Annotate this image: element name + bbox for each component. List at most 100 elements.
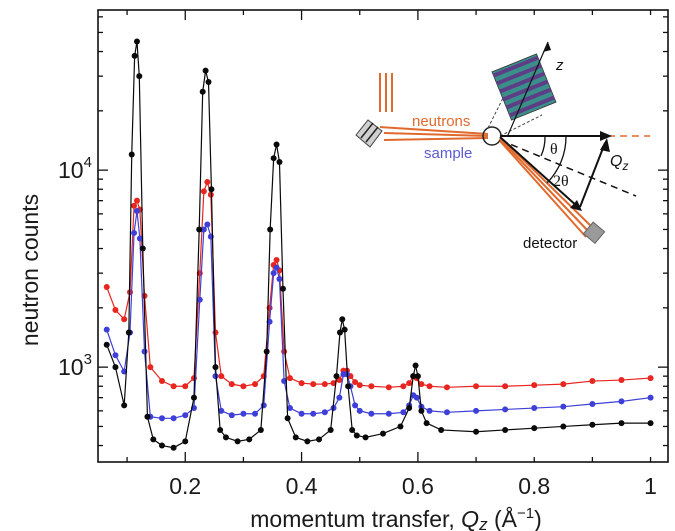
data-point	[647, 394, 654, 401]
data-point	[158, 378, 165, 385]
data-point	[356, 382, 363, 389]
data-point	[218, 407, 225, 414]
data-point	[321, 409, 328, 416]
data-point	[410, 373, 417, 380]
data-point	[182, 412, 189, 419]
data-point	[133, 197, 140, 204]
data-point	[327, 426, 334, 433]
multilayer-stripe	[499, 71, 546, 94]
data-point	[345, 383, 352, 390]
data-point	[217, 426, 224, 433]
data-point	[170, 383, 177, 390]
data-point	[150, 436, 157, 443]
two-theta-label: 2θ	[553, 173, 569, 190]
data-point	[502, 406, 509, 413]
x-tick-labels: 0.2 0.4 0.6 0.8 1	[169, 473, 657, 499]
data-point	[144, 413, 151, 420]
sample-label: sample	[424, 145, 472, 162]
x-tick-label: 1	[644, 473, 657, 499]
data-point	[276, 158, 283, 165]
data-point	[618, 398, 625, 405]
sample-plane	[499, 139, 637, 197]
data-point	[131, 52, 138, 59]
data-point	[286, 375, 293, 382]
data-point	[356, 407, 363, 414]
data-point	[443, 409, 450, 416]
data-point	[273, 141, 280, 148]
data-point	[284, 415, 291, 422]
z-label: z	[555, 57, 564, 74]
data-point	[136, 73, 143, 80]
data-point	[276, 276, 283, 283]
data-point	[218, 373, 225, 380]
data-point	[406, 405, 413, 412]
data-point	[112, 364, 119, 371]
data-point	[158, 442, 165, 449]
data-point	[647, 375, 654, 382]
data-point	[112, 352, 119, 359]
data-point	[234, 438, 241, 445]
data-point	[413, 394, 420, 401]
data-point	[204, 179, 211, 186]
data-point	[438, 426, 445, 433]
data-point	[182, 383, 189, 390]
data-point	[316, 436, 323, 443]
plot-frame	[97, 9, 669, 463]
data-point	[368, 383, 375, 390]
series-0	[103, 179, 654, 391]
data-point	[125, 329, 132, 336]
data-point	[199, 88, 206, 95]
beam-line	[499, 138, 591, 234]
data-point	[212, 373, 219, 380]
data-point	[385, 384, 392, 391]
beam-line	[383, 132, 489, 137]
data-point	[139, 245, 146, 252]
x-tick-label: 0.8	[518, 473, 550, 499]
data-point	[304, 438, 311, 445]
x-tick-label: 0.4	[286, 473, 318, 499]
data-point	[270, 270, 277, 277]
multilayer-stripe	[502, 79, 549, 102]
data-point	[222, 434, 229, 441]
data-point	[426, 407, 433, 414]
data-point	[131, 202, 138, 209]
data-point	[246, 436, 253, 443]
data-point	[589, 378, 596, 385]
inset-diagram: neutrons sample z Qz	[355, 41, 650, 252]
data-point	[263, 348, 270, 355]
z-axis-arrow	[543, 42, 551, 52]
monochromator-icon	[355, 119, 383, 148]
data-point	[385, 410, 392, 417]
data-point	[240, 410, 247, 417]
data-point	[418, 381, 425, 388]
data-point	[240, 383, 247, 390]
data-point	[202, 67, 209, 74]
data-point	[257, 426, 264, 433]
data-point	[589, 421, 596, 428]
data-point	[196, 226, 203, 233]
data-point	[205, 79, 212, 86]
data-point	[228, 381, 235, 388]
data-point	[228, 412, 235, 419]
data-point	[380, 430, 386, 437]
detector-label: detector	[523, 235, 577, 252]
x-tick-label: 0.2	[169, 473, 201, 499]
data-point	[128, 151, 135, 158]
data-point	[252, 410, 259, 417]
y-tick-label: 103	[58, 351, 92, 380]
data-point	[473, 428, 480, 435]
beam-line	[499, 140, 587, 238]
data-point	[196, 296, 203, 303]
data-point	[136, 235, 143, 242]
data-point	[200, 188, 207, 195]
data-point	[473, 407, 480, 414]
data-point	[400, 409, 407, 416]
data-point	[423, 420, 430, 427]
zoom-guide	[499, 114, 543, 137]
series-line	[106, 180, 651, 388]
multilayer-stripe	[495, 63, 542, 86]
data-point	[560, 423, 567, 430]
data-point	[560, 403, 567, 410]
data-point	[212, 364, 219, 371]
data-point	[418, 407, 425, 414]
